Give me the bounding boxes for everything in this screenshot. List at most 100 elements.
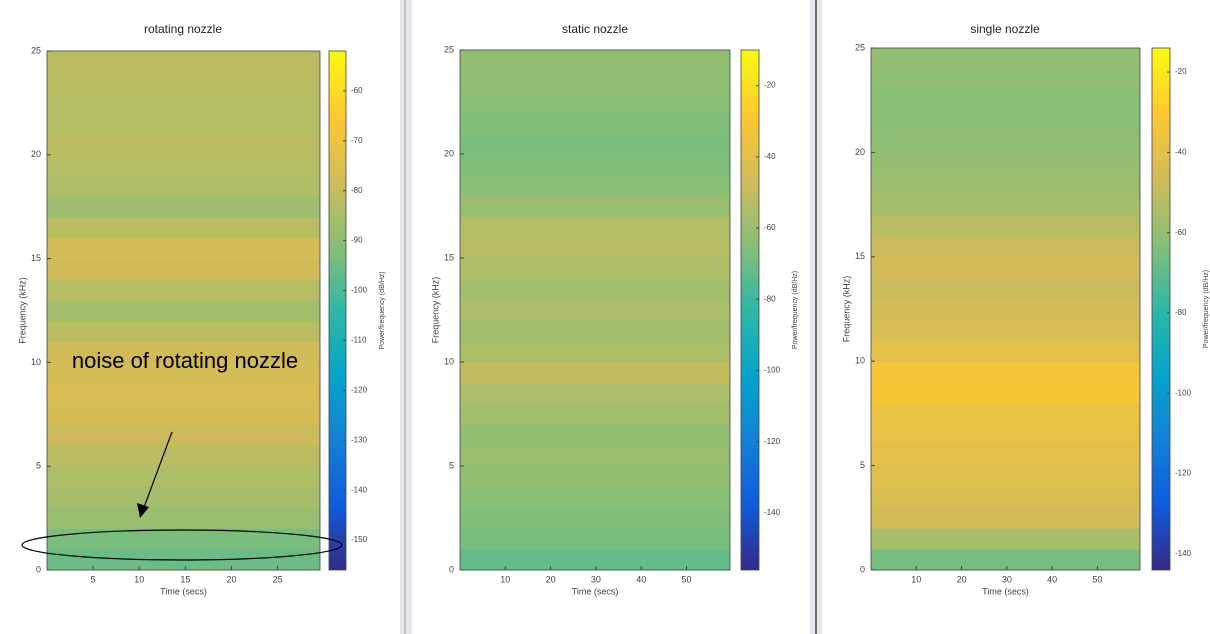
spectrogram-band [871, 361, 1140, 383]
y-tick-label: 25 [855, 42, 865, 52]
chart-title: rotating nozzle [144, 22, 222, 36]
y-tick-label: 15 [31, 253, 41, 263]
spectrogram-band [871, 152, 1140, 174]
spectrogram-band [47, 507, 320, 529]
x-axis-label: Time (secs) [160, 586, 207, 596]
spectrogram-band [47, 486, 320, 509]
x-tick-label: 5 [91, 574, 96, 584]
colorbar-tick-label: -110 [351, 336, 367, 345]
colorbar-tick-label: -60 [764, 223, 776, 232]
spectrogram-band [460, 216, 730, 238]
spectrogram-band [871, 110, 1140, 133]
spectrogram-band [47, 424, 320, 446]
x-tick-label: 10 [500, 574, 510, 584]
spectrogram-band [460, 91, 730, 113]
x-axis-label: Time (secs) [572, 586, 619, 596]
spectrogram-band [47, 279, 320, 301]
spectrogram-band [47, 300, 320, 322]
colorbar [1151, 47, 1171, 571]
colorbar-tick-label: -100 [351, 286, 368, 295]
spectrogram-band [460, 258, 730, 280]
axes-box [459, 49, 731, 571]
x-tick-label: 10 [911, 574, 921, 584]
spectrogram-band [871, 131, 1140, 153]
x-tick-label: 30 [591, 574, 601, 584]
spectrogram-band [460, 549, 730, 571]
spectrogram-band [871, 486, 1140, 508]
colorbar-tick-label: -70 [351, 136, 363, 145]
spectrogram-band [47, 237, 320, 260]
x-tick-label: 10 [134, 574, 144, 584]
y-tick-label: 0 [449, 564, 454, 574]
spectrogram-band [460, 299, 730, 321]
colorbar-label: Power/frequency (dB/Hz) [792, 271, 799, 349]
x-tick-label: 20 [546, 574, 556, 584]
spectrogram-band [871, 173, 1140, 195]
y-axis-label: Frequency (kHz) [430, 277, 440, 344]
colorbar-tick-label: -60 [1175, 228, 1187, 237]
x-tick-label: 40 [1047, 574, 1057, 584]
colorbar-tick-label: -120 [1175, 469, 1192, 478]
spectrogram-band [460, 174, 730, 197]
colorbar-tick-label: -100 [1175, 388, 1192, 397]
x-tick-label: 30 [1002, 574, 1012, 584]
colorbar-label: Power/frequency (dB/Hz) [379, 271, 386, 349]
spectrogram-band [871, 89, 1140, 112]
chart-title: single nozzle [970, 22, 1040, 36]
axes-box [46, 50, 321, 571]
spectrogram-band [460, 424, 730, 446]
annotation: noise of rotating nozzle [71, 348, 299, 373]
spectrogram-band [47, 362, 320, 384]
spectrogram-band [47, 217, 320, 239]
colorbar-tick-label: -80 [1175, 308, 1187, 317]
x-tick-label: 40 [636, 574, 646, 584]
y-tick-label: 20 [444, 148, 454, 158]
spectrogram-band [871, 256, 1140, 279]
spectrogram-band [47, 403, 320, 426]
colorbar-tick-label: -130 [351, 435, 368, 444]
spectrogram-band [871, 68, 1140, 91]
y-tick-label: 20 [31, 149, 41, 159]
y-tick-label: 5 [36, 461, 41, 471]
y-tick-label: 15 [444, 252, 454, 262]
colorbar-label: Power/frequency (dB/Hz) [1203, 270, 1210, 348]
spectrogram-band [871, 194, 1140, 216]
spectrogram-band [460, 341, 730, 363]
colorbar-tick-label: -20 [1175, 67, 1187, 76]
colorbar-tick-label: -140 [1175, 549, 1192, 558]
x-tick-label: 20 [226, 574, 236, 584]
annotation-ellipse [21, 529, 343, 561]
colorbar [740, 49, 760, 571]
spectrogram-band [47, 113, 320, 135]
spectrogram-band [871, 444, 1140, 467]
spectrogram-band [871, 298, 1140, 320]
x-tick-label: 50 [1092, 574, 1102, 584]
spectrogram-band [47, 341, 320, 363]
spectrogram-band [871, 507, 1140, 529]
spectrogram-band [871, 549, 1140, 571]
spectrogram-band [460, 507, 730, 529]
y-tick-label: 25 [31, 45, 41, 55]
colorbar-tick-label: -90 [351, 236, 363, 245]
spectrogram-band [47, 154, 320, 177]
y-tick-label: 25 [444, 44, 454, 54]
x-tick-label: 15 [180, 574, 190, 584]
annotation-arrowhead [137, 503, 149, 518]
colorbar-tick-label: -80 [764, 294, 776, 303]
spectrogram-band [460, 362, 730, 384]
spectrogram-band [47, 445, 320, 467]
spectrogram-band [871, 235, 1140, 258]
spectrogram-band [871, 48, 1140, 70]
spectrogram-band [460, 195, 730, 217]
spectrogram-band [460, 320, 730, 342]
y-tick-label: 10 [855, 356, 865, 366]
colorbar-tick-label: -140 [764, 508, 781, 517]
spectrogram-band [871, 402, 1140, 425]
y-tick-label: 0 [36, 564, 41, 574]
spectrogram-band [460, 445, 730, 467]
separator [400, 0, 412, 634]
colorbar-tick-label: -140 [351, 485, 368, 494]
spectrogram-band [47, 383, 320, 405]
